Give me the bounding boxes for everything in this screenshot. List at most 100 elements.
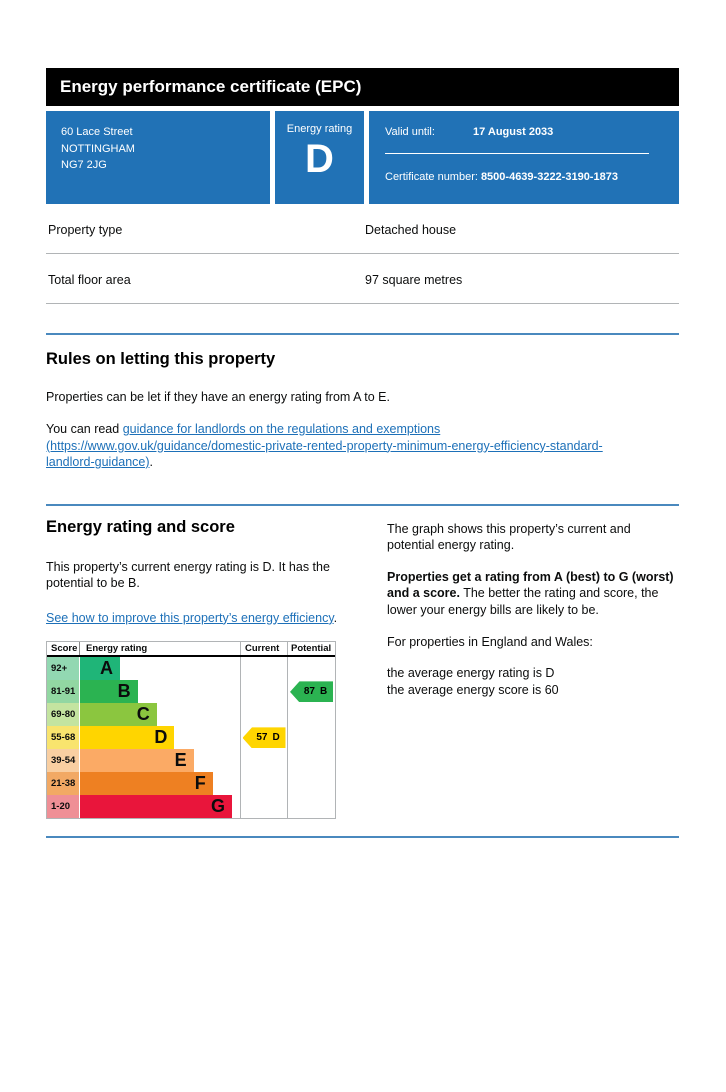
average-rating-line: the average energy rating is D <box>387 666 555 681</box>
property-type-row: Property type Detached house <box>46 204 679 254</box>
epc-band-letter: G <box>210 796 225 817</box>
rating-explanation: Properties get a rating from A (best) to… <box>387 569 679 619</box>
document-title: Energy performance certificate (EPC) <box>60 77 362 96</box>
epc-current-cell <box>240 680 287 704</box>
energy-rating-heading: Energy rating and score <box>46 517 235 536</box>
epc-current-cell <box>240 749 287 773</box>
address-line-2: NOTTINGHAM <box>61 142 135 155</box>
summary-panel: 60 Lace Street NOTTINGHAM NG7 2JG Energy… <box>46 111 679 204</box>
section-rule <box>46 333 679 335</box>
epc-band-letter: B <box>117 681 131 702</box>
energy-rating-right-column: The graph shows this property’s current … <box>387 506 679 820</box>
epc-band-score: 55-68 <box>47 726 79 750</box>
epc-current-cell <box>240 772 287 796</box>
epc-band-track: F <box>79 772 240 796</box>
epc-band-track: A <box>79 657 240 681</box>
epc-current-cell: 57 D <box>240 726 287 750</box>
improve-efficiency-suffix: . <box>333 610 338 625</box>
valid-until-value: 17 August 2033 <box>473 126 554 138</box>
epc-band-bar: A <box>80 657 120 681</box>
certificate-number-label: Certificate number: <box>385 171 478 183</box>
epc-potential-arrow: 87 B <box>290 681 333 703</box>
arrow-score: 87 <box>303 686 315 698</box>
guidance-prefix: You can read <box>46 422 123 436</box>
epc-current-cell <box>240 795 287 819</box>
epc-band-row: 39-54 E <box>47 749 335 773</box>
landlord-guidance-link[interactable]: guidance for landlords on the regulation… <box>46 422 603 469</box>
epc-band-row: 92+ A <box>47 657 335 681</box>
epc-potential-cell <box>287 726 335 750</box>
epc-potential-cell <box>287 703 335 727</box>
epc-band-letter: D <box>154 727 168 748</box>
epc-potential-cell <box>287 772 335 796</box>
average-score-line: the average energy score is 60 <box>387 682 559 697</box>
epc-band-score: 69-80 <box>47 703 79 727</box>
epc-current-arrow: 57 D <box>242 727 286 749</box>
epc-band-row: 1-20 G <box>47 795 335 819</box>
current-column-header: Current <box>240 642 287 656</box>
floor-area-row: Total floor area 97 square metres <box>46 254 679 304</box>
floor-area-value: 97 square metres <box>365 272 463 287</box>
epc-current-cell <box>240 703 287 727</box>
rating-explanation-bold: Properties get a rating from A (best) to… <box>387 569 674 601</box>
epc-band-letter: A <box>100 658 113 679</box>
epc-band-score: 92+ <box>47 657 79 681</box>
improve-efficiency-paragraph: See how to improve this property’s energ… <box>46 610 368 627</box>
energy-rating-left-column: Energy rating and score This property’s … <box>46 506 368 820</box>
energy-rating-section: Energy rating and score This property’s … <box>46 506 679 820</box>
epc-band-track: D <box>79 726 240 750</box>
property-type-label: Property type <box>48 222 123 237</box>
epc-chart-rows: 92+ A 81-91 B 87 B 69-80 C 55-68 D 57 D 39-54 E 21-38 F… <box>47 657 335 819</box>
epc-band-score: 1-20 <box>47 795 79 819</box>
arrow-letter: D <box>272 732 280 744</box>
epc-potential-cell <box>287 749 335 773</box>
epc-band-score: 39-54 <box>47 749 79 773</box>
epc-band-row: 69-80 C <box>47 703 335 727</box>
epc-band-bar: G <box>80 795 232 819</box>
epc-band-bar: F <box>80 772 213 796</box>
energy-rating-column-header: Energy rating <box>79 642 240 656</box>
rating-explanation-rest: The better the rating and score, the low… <box>387 586 659 617</box>
improve-efficiency-link[interactable]: See how to improve this property’s energ… <box>46 610 334 625</box>
rules-guidance-paragraph: You can read guidance for landlords on t… <box>46 421 638 471</box>
epc-band-letter: C <box>136 704 150 725</box>
epc-band-row: 55-68 D 57 D <box>47 726 335 750</box>
potential-column-header: Potential <box>287 642 335 656</box>
epc-band-track: C <box>79 703 240 727</box>
document-title-bar: Energy performance certificate (EPC) <box>46 68 679 106</box>
valid-until-label: Valid until: <box>385 126 435 138</box>
address-line-3: NG7 2JG <box>61 159 107 171</box>
epc-band-track: G <box>79 795 240 819</box>
property-address-box: 60 Lace Street NOTTINGHAM NG7 2JG <box>46 111 270 204</box>
rules-on-letting-section: Rules on letting this property Propertie… <box>46 350 679 471</box>
graph-description: The graph shows this property’s current … <box>387 521 631 553</box>
epc-band-bar: E <box>80 749 194 773</box>
epc-band-row: 81-91 B 87 B <box>47 680 335 704</box>
energy-rating-intro: This property’s current energy rating is… <box>46 559 330 591</box>
epc-potential-cell <box>287 657 335 681</box>
epc-current-cell <box>240 657 287 681</box>
epc-band-row: 21-38 F <box>47 772 335 796</box>
floor-area-label: Total floor area <box>48 272 131 287</box>
epc-band-letter: E <box>174 750 187 771</box>
epc-band-track: B <box>79 680 240 704</box>
epc-potential-cell <box>287 795 335 819</box>
guidance-suffix: . <box>149 455 154 469</box>
epc-band-bar: B <box>80 680 138 704</box>
arrow-score: 57 <box>256 732 268 744</box>
energy-rating-box: Energy rating D <box>275 111 364 204</box>
epc-band-bar: C <box>80 703 157 727</box>
certificate-page: Energy performance certificate (EPC) 60 … <box>46 68 679 839</box>
certificate-number-value: 8500-4639-3222-3190-1873 <box>480 171 618 183</box>
validity-divider <box>385 153 649 154</box>
epc-band-bar: D <box>80 726 175 750</box>
epc-band-score: 81-91 <box>47 680 79 704</box>
energy-rating-value: D <box>305 137 334 181</box>
epc-rating-chart: Score Energy rating Current Potential 92… <box>46 641 336 820</box>
epc-band-score: 21-38 <box>47 772 79 796</box>
epc-band-track: E <box>79 749 240 773</box>
england-wales-intro: For properties in England and Wales: <box>387 634 593 649</box>
property-type-value: Detached house <box>365 222 457 237</box>
section-rule <box>46 503 679 506</box>
arrow-letter: B <box>319 686 328 698</box>
